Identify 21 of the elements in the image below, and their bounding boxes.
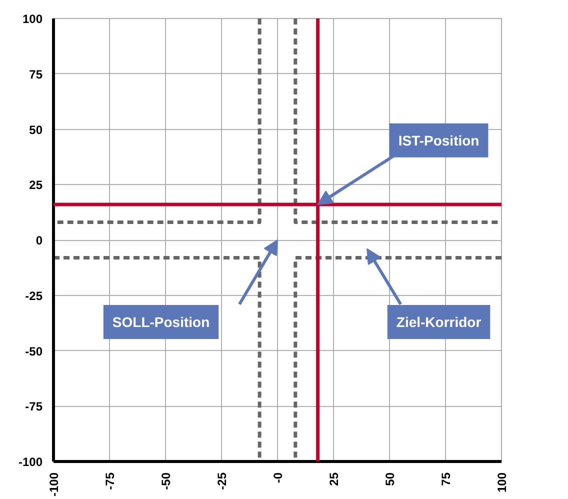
annotation: Ziel-Korridor — [396, 314, 482, 330]
y-tick-label: -50 — [25, 344, 43, 358]
x-tick-label: -100 — [47, 472, 61, 497]
x-tick-label: -75 — [103, 472, 117, 490]
y-tick-label: 100 — [22, 12, 43, 26]
x-tick-label: 100 — [495, 472, 509, 493]
y-tick-label: -100 — [18, 455, 43, 469]
x-tick-label: -25 — [215, 472, 229, 490]
x-tick-label: 25 — [327, 472, 341, 486]
x-tick-label: -50 — [159, 472, 173, 490]
y-tick-label: -25 — [25, 288, 43, 303]
annotation: SOLL-Position — [112, 314, 210, 330]
y-tick-label: 75 — [29, 67, 43, 82]
x-tick-label: -0 — [271, 472, 285, 484]
y-tick-label: 25 — [29, 178, 43, 192]
annotation: IST-Position — [398, 132, 480, 148]
y-tick-label: 50 — [29, 122, 43, 137]
x-tick-label: 75 — [439, 472, 453, 486]
y-tick-label: -75 — [25, 400, 43, 414]
x-tick-label: 50 — [383, 472, 397, 486]
y-tick-label: 0 — [36, 234, 43, 248]
